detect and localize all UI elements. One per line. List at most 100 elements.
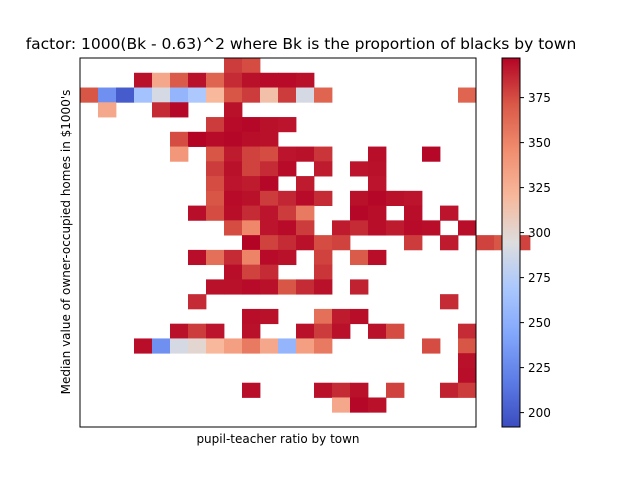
heatmap-cell [224, 87, 243, 103]
heatmap-cell [116, 87, 135, 103]
heatmap-cell [350, 220, 369, 236]
heatmap-cell [188, 338, 207, 354]
colorbar-tick-label: 200 [528, 406, 551, 420]
heatmap-cell [440, 294, 459, 310]
heatmap-cell [188, 87, 207, 103]
heatmap-cell [386, 190, 405, 206]
heatmap-cell [458, 367, 477, 384]
heatmap-cell [332, 382, 351, 398]
colorbar-tick-label: 225 [528, 361, 551, 375]
heatmap-cell [224, 190, 243, 206]
heatmap-cell [350, 397, 369, 413]
heatmap-cell [278, 249, 297, 266]
heatmap-cell [80, 87, 99, 103]
heatmap-cell [422, 338, 441, 354]
heatmap-cell [314, 87, 333, 103]
heatmap-cell [404, 220, 423, 236]
heatmap-cell [260, 190, 279, 206]
heatmap-cell [314, 146, 333, 162]
heatmap-cell [260, 235, 279, 251]
plot-frame [79, 57, 477, 428]
heatmap-cell [224, 117, 243, 133]
x-axis-label: pupil-teacher ratio by town [196, 432, 359, 446]
heatmap-cell [188, 72, 207, 88]
heatmap-cell [350, 205, 369, 221]
heatmap-cell [188, 249, 207, 266]
heatmap-cell [206, 117, 225, 133]
heatmap-cell [332, 323, 351, 339]
heatmap-cell [224, 161, 243, 177]
colorbar-tick-label: 350 [528, 136, 551, 150]
heatmap-cell [260, 338, 279, 354]
heatmap-cell [368, 161, 387, 177]
heatmap-cell [278, 279, 297, 295]
heatmap-cell [350, 308, 369, 325]
heatmap-cell [206, 249, 225, 266]
heatmap-cell [188, 323, 207, 339]
heatmap-cell [368, 249, 387, 266]
heatmap-cell [440, 382, 459, 398]
heatmap-cell [422, 146, 441, 162]
heatmap-cell [314, 235, 333, 251]
heatmap-cell [314, 323, 333, 339]
heatmap-cell [260, 249, 279, 266]
heatmap-cell [368, 176, 387, 192]
heatmap-cell [242, 176, 261, 192]
heatmap-cell [242, 131, 261, 147]
heatmap-cell [242, 338, 261, 354]
heatmap-cell [314, 382, 333, 398]
heatmap-cell [224, 176, 243, 192]
heatmap-cell [368, 146, 387, 162]
heatmap-cell [188, 205, 207, 221]
heatmap-cell [188, 294, 207, 310]
heatmap-cell [458, 87, 477, 103]
heatmap-cell [260, 146, 279, 162]
heatmap-cell [224, 338, 243, 354]
heatmap-cell [278, 338, 297, 354]
heatmap-cell [350, 249, 369, 266]
heatmap-cell [278, 146, 297, 162]
heatmap-cell [170, 72, 189, 88]
colorbar [501, 57, 521, 428]
heatmap-cell [206, 190, 225, 206]
heatmap-cell [224, 131, 243, 147]
heatmap-cell [260, 264, 279, 280]
heatmap-cell [332, 397, 351, 413]
heatmap-cell [224, 279, 243, 295]
heatmap-cell [170, 131, 189, 147]
heatmap-cell [260, 72, 279, 88]
heatmap-cell [278, 87, 297, 103]
heatmap-cell [278, 190, 297, 206]
heatmap-cell [188, 131, 207, 147]
heatmap-cell [206, 72, 225, 88]
heatmap-cell [170, 323, 189, 339]
heatmap-cell [152, 72, 171, 88]
heatmap-cell [224, 58, 243, 74]
heatmap-cell [224, 249, 243, 266]
y-axis-label: Median value of owner-occupied homes in … [59, 90, 73, 395]
heatmap-cell [170, 338, 189, 354]
heatmap-cell [170, 87, 189, 103]
heatmap-cell [224, 264, 243, 280]
heatmap-cell [260, 308, 279, 325]
heatmap-cell [242, 323, 261, 339]
heatmap-cell [314, 338, 333, 354]
heatmap-cell [278, 117, 297, 133]
heatmap-cell [152, 102, 171, 118]
heatmap-cell [224, 102, 243, 118]
heatmap-cell [314, 190, 333, 206]
heatmap-cell [260, 205, 279, 221]
heatmap-cell [350, 279, 369, 295]
heatmap-cell [368, 220, 387, 236]
heatmap-cell [242, 220, 261, 236]
heatmap-cell [368, 205, 387, 221]
colorbar-tick-label: 250 [528, 316, 551, 330]
heatmap-cell [404, 235, 423, 251]
heatmap-cell [206, 338, 225, 354]
heatmap-cell [296, 87, 315, 103]
heatmap-cell [206, 279, 225, 295]
heatmap-cell [260, 220, 279, 236]
heatmap-cell [206, 87, 225, 103]
heatmap-cell [296, 205, 315, 221]
